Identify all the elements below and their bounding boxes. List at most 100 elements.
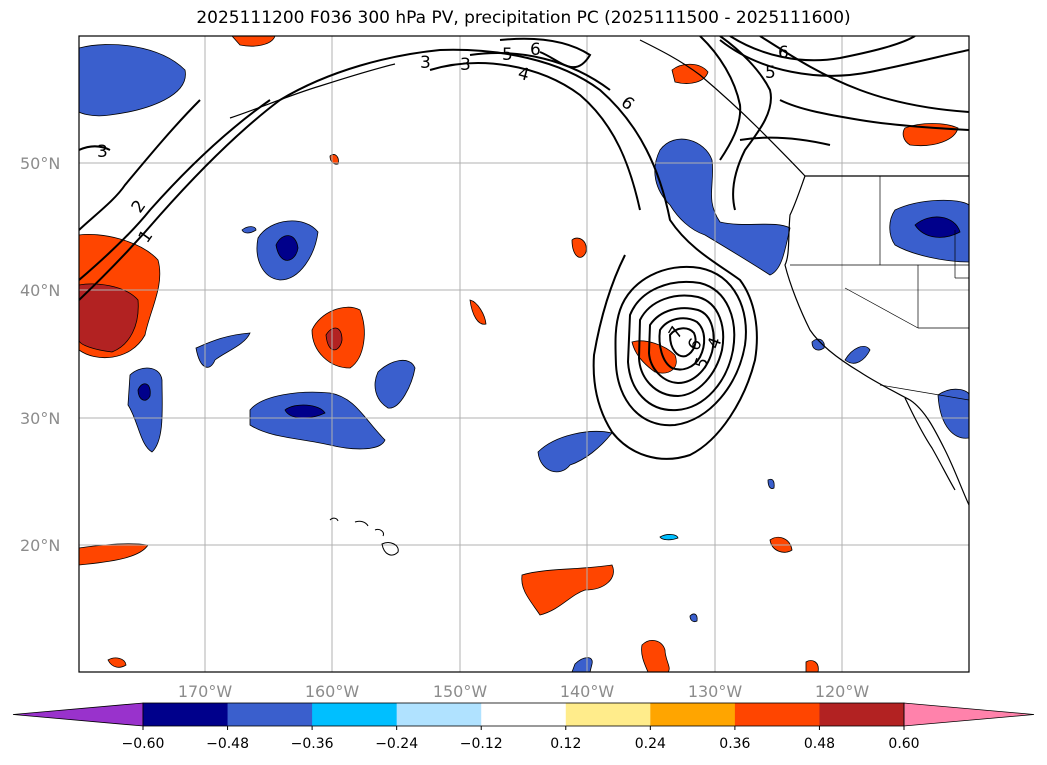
precip-negative-anomaly-regions: [79, 44, 969, 672]
us-state-borders: [790, 175, 969, 401]
lon-label: 150°W: [433, 682, 488, 701]
pos-region-tiny-2: [469, 299, 487, 325]
north-america-coast: [784, 175, 969, 506]
longitude-labels: 170°W 160°W 150°W 140°W 130°W 120°W: [178, 682, 870, 701]
pv-ridge-coast-1: [719, 36, 772, 211]
neg-region-oregon-core: [914, 216, 961, 238]
colorbar-segment: [143, 703, 229, 726]
pv-label: 5: [502, 45, 513, 65]
figure-title: 2025111200 F036 300 hPa PV, precipitatio…: [196, 8, 851, 28]
pv-low-ring-3: [637, 294, 725, 398]
colorbar-tick-label: 0.24: [635, 736, 666, 752]
pv-low-ring-2: [626, 281, 736, 412]
pv-label: 3: [97, 142, 108, 162]
aleutian-islands: [229, 63, 396, 119]
pv-contour-4: [429, 62, 641, 211]
colorbar-segment: [819, 703, 905, 726]
lat-label: 20°N: [20, 536, 60, 555]
pv-ridge-coast-4: [779, 99, 969, 131]
pv-contour-1: [79, 48, 758, 460]
pv-label: 5: [765, 63, 776, 83]
pos-region-tiny-1: [571, 237, 587, 258]
pos-region-lower: [641, 640, 670, 672]
baja-coast: [904, 397, 956, 491]
neg-region-tiny-5: [767, 478, 775, 489]
lat-label: 50°N: [20, 154, 60, 173]
pv-ridge-east-5: [719, 39, 969, 77]
colorbar-segment: [650, 703, 736, 726]
pv-low-ring-1: [614, 265, 747, 427]
lat-label: 40°N: [20, 281, 60, 300]
pv-ridge-coast-3: [699, 36, 742, 161]
pv-label: 3: [420, 53, 431, 73]
pv-contour-6-north: [499, 37, 592, 69]
lon-label: 130°W: [688, 682, 743, 701]
pv-ridge-coast-2: [759, 36, 969, 113]
colorbar-tick-label: −0.60: [122, 736, 165, 752]
pv-label: 6: [530, 40, 541, 60]
pos-region-alaska: [671, 63, 709, 84]
colorbar-tick-label: −0.36: [291, 736, 334, 752]
neg-region-small-2: [127, 367, 163, 453]
lon-label: 170°W: [178, 682, 233, 701]
pos-region-tiny-5: [107, 657, 127, 668]
colorbar-extend-max: [903, 702, 1035, 727]
pv-low-ring-4: [647, 307, 715, 385]
lon-label: 120°W: [815, 682, 870, 701]
colorbar-tick-label: −0.12: [460, 736, 503, 752]
neg-region-coast-north: [654, 138, 791, 276]
colorbar-tick-label: 0.12: [550, 736, 581, 752]
coastlines: [229, 39, 969, 506]
lat-label: 30°N: [20, 409, 60, 428]
pos-region-west-core: [79, 283, 139, 353]
neg-region-tiny-1: [241, 226, 257, 234]
colorbar-extend-min: [12, 702, 144, 727]
neg-region-baja: [937, 388, 969, 439]
neg-region-mid: [249, 391, 386, 450]
lon-label: 140°W: [560, 682, 615, 701]
neg-region-small-1: [374, 359, 416, 409]
colorbar-tick-label: −0.24: [375, 736, 418, 752]
pv-contours: [79, 36, 969, 460]
pv-label: 6: [778, 43, 789, 63]
colorbar-segment: [481, 703, 567, 726]
pv-low-ring-5: [658, 317, 706, 371]
map-border: [78, 35, 970, 673]
pv-contour-3b: [79, 145, 111, 151]
colorbar-tick-label: 0.48: [804, 736, 835, 752]
neg-region-nw: [79, 44, 186, 117]
colorbar-tick-label: 0.36: [719, 736, 750, 752]
pv-low-ring-6: [668, 327, 697, 358]
neg-region-california: [844, 346, 871, 364]
pv-ridge-east-6: [729, 36, 916, 62]
precip-positive-anomaly-regions: [79, 36, 959, 672]
neg-region-tiny-6: [689, 613, 698, 623]
colorbar-segment: [565, 703, 651, 726]
pv-contour-5: [469, 52, 611, 91]
colorbar-outline: [142, 702, 905, 727]
colorbar-segment: [734, 703, 820, 726]
neg-region-tiny-3: [659, 534, 679, 541]
neg-region-center-west-core: [275, 235, 299, 261]
colorbar-segment: [396, 703, 482, 726]
gridlines: [79, 36, 969, 672]
neg-region-subtropic: [537, 431, 613, 473]
pv-contour-2: [79, 99, 271, 281]
pv-label: 4: [516, 64, 532, 86]
hawaii-islands: [329, 517, 399, 556]
pos-region-low: [631, 340, 677, 374]
bc-alaska-coast: [639, 39, 806, 177]
colorbar-tick-label: 0.60: [888, 736, 919, 752]
latitude-labels: 50°N 40°N 30°N 20°N: [20, 154, 60, 555]
neg-region-small-2-core: [137, 383, 151, 401]
pos-region-tiny-6: [805, 660, 819, 672]
colorbar: −0.60 −0.48 −0.36 −0.24 −0.12 0.12 0.24 0.36 0.4…: [12, 702, 1035, 752]
colorbar-tick-label: −0.48: [206, 736, 249, 752]
colorbar-segment: [227, 703, 313, 726]
pos-region-subtropic: [521, 564, 614, 616]
lon-label: 160°W: [305, 682, 360, 701]
colorbar-segment: [312, 703, 398, 726]
neg-region-mid-core: [284, 404, 326, 419]
pv-contour-3: [79, 99, 201, 231]
